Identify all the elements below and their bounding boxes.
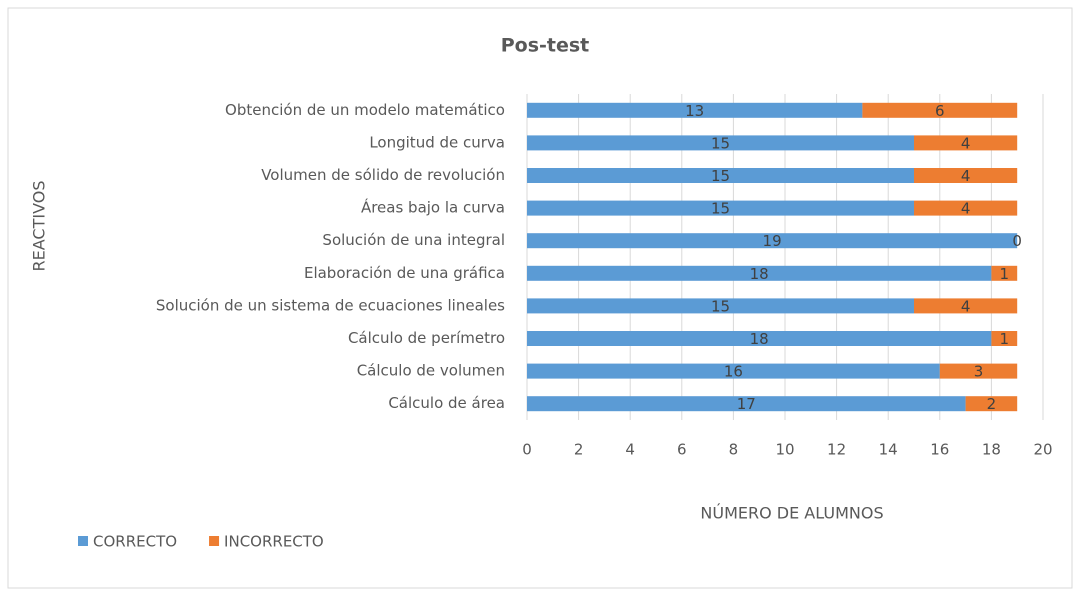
x-tick-label: 6 <box>677 441 687 459</box>
y-tick-label: Longitud de curva <box>369 133 505 151</box>
data-label: 1 <box>1000 265 1010 283</box>
x-tick-label: 16 <box>930 441 949 459</box>
data-label: 2 <box>987 395 997 413</box>
legend-swatch <box>209 536 220 546</box>
data-label: 16 <box>724 363 743 381</box>
x-tick-label: 4 <box>625 441 635 459</box>
data-label: 15 <box>711 297 730 315</box>
bar-segment <box>914 135 1018 151</box>
bar-segment <box>527 135 914 151</box>
bar-segment <box>527 298 914 314</box>
bar-segment <box>939 363 1018 379</box>
x-tick-label: 2 <box>574 441 584 459</box>
x-axis-title: NÚMERO DE ALUMNOS <box>700 504 883 523</box>
data-label: 18 <box>750 330 769 348</box>
data-label: 4 <box>961 134 971 152</box>
bar-segment <box>914 168 1018 183</box>
data-label: 1 <box>1000 330 1010 348</box>
legend-swatch <box>78 536 88 546</box>
x-tick-label: 0 <box>522 441 532 459</box>
y-tick-label: Obtención de un modelo matemático <box>225 101 505 119</box>
data-label: 19 <box>763 232 782 250</box>
bar-segment <box>527 102 863 118</box>
bar-segment <box>991 265 1018 281</box>
data-label: 15 <box>711 134 730 152</box>
bar-segment <box>527 200 914 216</box>
y-tick-label: Cálculo de perímetro <box>348 329 505 347</box>
data-label: 4 <box>961 297 971 315</box>
data-label: 15 <box>711 167 730 185</box>
bar-segment <box>914 200 1018 216</box>
bar-segment <box>965 396 1018 412</box>
x-tick-label: 20 <box>1033 441 1052 459</box>
x-tick-label: 14 <box>879 441 898 459</box>
data-label: 18 <box>750 265 769 283</box>
y-tick-label: Cálculo de volumen <box>357 362 505 380</box>
bar-segment <box>991 331 1018 346</box>
x-tick-label: 8 <box>729 441 739 459</box>
y-tick-label: Solución de una integral <box>322 231 505 249</box>
x-tick-label: 18 <box>982 441 1001 459</box>
data-label: 3 <box>974 363 984 381</box>
bar-segment <box>527 265 992 281</box>
bar-segment <box>862 102 1018 118</box>
x-tick-label: 12 <box>827 441 846 459</box>
bar-segment <box>527 363 940 379</box>
data-label: 6 <box>935 102 945 120</box>
bar-segment <box>527 168 914 183</box>
legend-label: CORRECTO <box>93 533 177 551</box>
data-label: 17 <box>737 395 756 413</box>
data-label: 0 <box>1012 232 1022 250</box>
bar-segment <box>527 396 966 412</box>
y-tick-label: Elaboración de una gráfica <box>304 264 505 282</box>
y-tick-label: Áreas bajo la curva <box>361 198 505 217</box>
data-label: 13 <box>685 102 704 120</box>
bar-segment <box>914 298 1018 314</box>
y-tick-label: Volumen de sólido de revolución <box>261 166 505 184</box>
data-label: 4 <box>961 200 971 218</box>
y-tick-label: Cálculo de área <box>388 394 505 412</box>
bar-segment <box>527 233 1018 249</box>
data-label: 15 <box>711 200 730 218</box>
x-tick-label: 10 <box>775 441 794 459</box>
y-tick-label: Solución de un sistema de ecuaciones lin… <box>156 296 505 314</box>
legend-label: INCORRECTO <box>224 533 324 551</box>
bar-segment <box>527 331 992 346</box>
data-label: 4 <box>961 167 971 185</box>
chart-title: Pos-test <box>501 35 590 57</box>
y-axis-title: REACTIVOS <box>30 181 49 272</box>
